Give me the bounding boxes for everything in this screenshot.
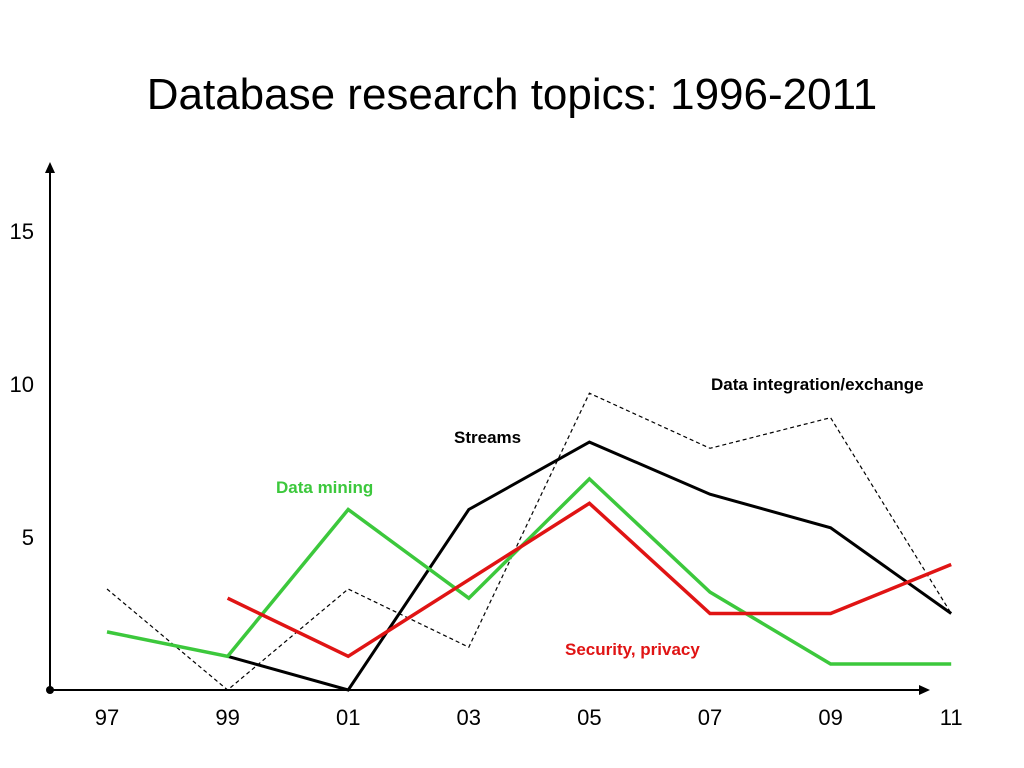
series-labels: Data integration/exchange Streams Data min… <box>276 375 924 659</box>
series-line-data-integration-exchange <box>106 392 952 691</box>
x-axis-arrow <box>919 685 930 695</box>
x-tick-label: 11 <box>940 705 963 730</box>
y-tick-label: 5 <box>22 525 34 550</box>
series-label-data-integration-exchange: Data integration/exchange <box>711 375 924 394</box>
x-tick-label: 97 <box>95 705 119 730</box>
series-label-streams: Streams <box>454 428 521 447</box>
y-axis-arrow <box>45 162 55 173</box>
x-tick-label: 05 <box>577 705 601 730</box>
series-label-data-mining: Data mining <box>276 478 373 497</box>
series-line-data-mining <box>106 476 952 666</box>
tick-labels: 97 99 01 03 05 07 09 11 5 10 15 <box>10 219 963 730</box>
chart-title: Database research topics: 1996-2011 <box>146 70 878 119</box>
series-line-security-privacy <box>226 501 952 659</box>
x-tick-label: 07 <box>698 705 722 730</box>
x-tick-label: 01 <box>336 705 360 730</box>
axes <box>45 162 930 695</box>
x-tick-label: 99 <box>215 705 239 730</box>
x-tick-label: 03 <box>457 705 481 730</box>
x-tick-label: 09 <box>818 705 842 730</box>
axis-origin-dot <box>46 686 54 694</box>
y-tick-label: 10 <box>10 372 34 397</box>
series-lines <box>106 392 953 692</box>
y-tick-label: 15 <box>10 219 34 244</box>
series-line-streams <box>227 440 953 692</box>
series-label-security-privacy: Security, privacy <box>565 640 700 659</box>
